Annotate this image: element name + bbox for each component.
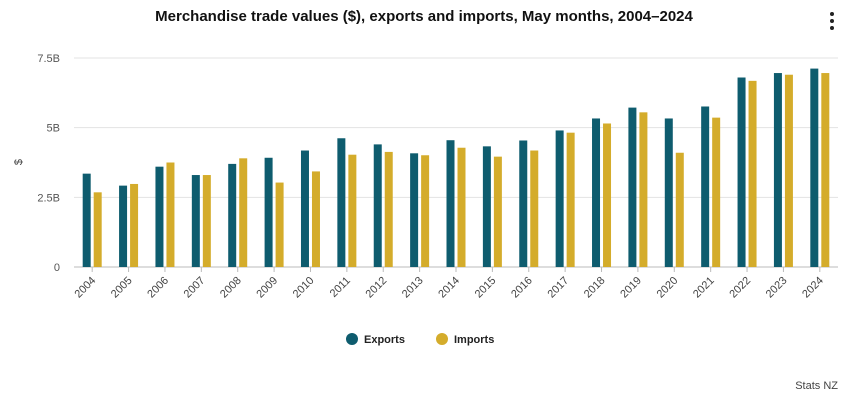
x-tick-label: 2008 bbox=[218, 275, 244, 301]
bar-exports-2020[interactable] bbox=[664, 118, 673, 267]
bar-exports-2014[interactable] bbox=[446, 140, 455, 267]
legend: Exports Imports bbox=[346, 333, 494, 346]
bar-imports-2007[interactable] bbox=[202, 175, 211, 267]
kebab-menu-icon[interactable] bbox=[824, 10, 840, 34]
x-tick-label: 2015 bbox=[473, 275, 499, 301]
legend-label: Exports bbox=[364, 334, 405, 346]
bar-exports-2023[interactable] bbox=[773, 73, 782, 267]
x-tick-label: 2007 bbox=[182, 275, 208, 301]
bar-exports-2005[interactable] bbox=[119, 185, 128, 267]
x-tick-label: 2005 bbox=[109, 275, 135, 301]
bar-imports-2004[interactable] bbox=[93, 192, 102, 267]
gridlines bbox=[74, 57, 838, 268]
bar-exports-2008[interactable] bbox=[228, 163, 237, 267]
x-tick-label: 2016 bbox=[509, 275, 535, 301]
x-tick-label: 2022 bbox=[727, 275, 753, 301]
bar-imports-2008[interactable] bbox=[239, 158, 248, 267]
bar-exports-2019[interactable] bbox=[628, 107, 637, 268]
bar-exports-2010[interactable] bbox=[300, 150, 309, 267]
bar-imports-2018[interactable] bbox=[603, 123, 612, 267]
y-axis-label: $ bbox=[13, 159, 25, 165]
x-tick-label: 2012 bbox=[364, 275, 390, 301]
bar-imports-2016[interactable] bbox=[530, 150, 539, 267]
bar-exports-2018[interactable] bbox=[592, 118, 601, 267]
bar-imports-2013[interactable] bbox=[421, 155, 430, 267]
legend-marker bbox=[346, 333, 358, 345]
y-tick-label: 0 bbox=[54, 262, 60, 274]
bar-imports-2005[interactable] bbox=[130, 183, 139, 267]
x-tick-label: 2017 bbox=[545, 275, 571, 301]
bar-exports-2021[interactable] bbox=[701, 106, 710, 267]
bar-imports-2006[interactable] bbox=[166, 162, 175, 268]
y-axis: 0 2.5B 5B 7.5B bbox=[37, 53, 60, 274]
bar-imports-2022[interactable] bbox=[748, 80, 757, 267]
legend-marker bbox=[436, 333, 448, 345]
chart-title: Merchandise trade values ($), exports an… bbox=[155, 8, 693, 25]
x-tick-label: 2013 bbox=[400, 275, 426, 301]
bar-exports-2022[interactable] bbox=[737, 77, 746, 267]
bar-imports-2024[interactable] bbox=[821, 73, 830, 267]
bar-exports-2004[interactable] bbox=[82, 173, 91, 267]
x-tick-label: 2021 bbox=[691, 275, 717, 301]
bar-exports-2007[interactable] bbox=[191, 175, 200, 267]
x-tick-label: 2009 bbox=[254, 275, 280, 301]
bar-imports-2017[interactable] bbox=[566, 132, 575, 267]
x-tick-label: 2024 bbox=[800, 275, 826, 301]
x-tick-label: 2011 bbox=[328, 275, 353, 300]
bar-imports-2015[interactable] bbox=[493, 156, 502, 267]
bar-exports-2015[interactable] bbox=[482, 146, 491, 267]
bar-imports-2014[interactable] bbox=[457, 147, 466, 267]
x-tick-label: 2014 bbox=[436, 275, 462, 301]
bar-exports-2011[interactable] bbox=[337, 138, 346, 267]
bar-imports-2020[interactable] bbox=[675, 152, 684, 267]
bar-imports-2010[interactable] bbox=[311, 171, 320, 267]
y-tick-label: 7.5B bbox=[37, 53, 60, 65]
bar-imports-2012[interactable] bbox=[384, 151, 393, 267]
bar-exports-2012[interactable] bbox=[373, 144, 382, 267]
y-tick-label: 5B bbox=[47, 123, 60, 135]
y-tick-label: 2.5B bbox=[37, 192, 60, 204]
legend-item-exports[interactable]: Exports bbox=[346, 333, 405, 346]
x-tick-label: 2010 bbox=[291, 275, 317, 301]
x-tick-label: 2020 bbox=[655, 275, 681, 301]
bar-imports-2011[interactable] bbox=[348, 154, 357, 267]
bar-exports-2013[interactable] bbox=[410, 153, 419, 267]
bar-exports-2006[interactable] bbox=[155, 166, 164, 267]
bar-imports-2023[interactable] bbox=[784, 74, 793, 267]
x-tick-label: 2006 bbox=[145, 275, 171, 301]
x-tick-label: 2018 bbox=[582, 275, 608, 301]
x-tick-label: 2019 bbox=[618, 275, 644, 301]
bar-exports-2017[interactable] bbox=[555, 130, 564, 267]
bar-imports-2019[interactable] bbox=[639, 112, 648, 267]
x-axis: 2004 2005 2006 2007 2008 2009 2010 2011 2012 2013… bbox=[73, 267, 826, 300]
legend-label: Imports bbox=[454, 334, 494, 346]
x-tick-label: 2023 bbox=[764, 275, 790, 301]
legend-item-imports[interactable]: Imports bbox=[436, 333, 494, 346]
bar-exports-2009[interactable] bbox=[264, 157, 273, 267]
bar-exports-2024[interactable] bbox=[810, 68, 819, 268]
source-label: Stats NZ bbox=[795, 380, 838, 392]
x-tick-label: 2004 bbox=[73, 275, 99, 301]
bar-imports-2021[interactable] bbox=[712, 117, 721, 267]
bar-imports-2009[interactable] bbox=[275, 182, 284, 267]
bar-exports-2016[interactable] bbox=[519, 140, 528, 267]
bars bbox=[82, 68, 830, 268]
